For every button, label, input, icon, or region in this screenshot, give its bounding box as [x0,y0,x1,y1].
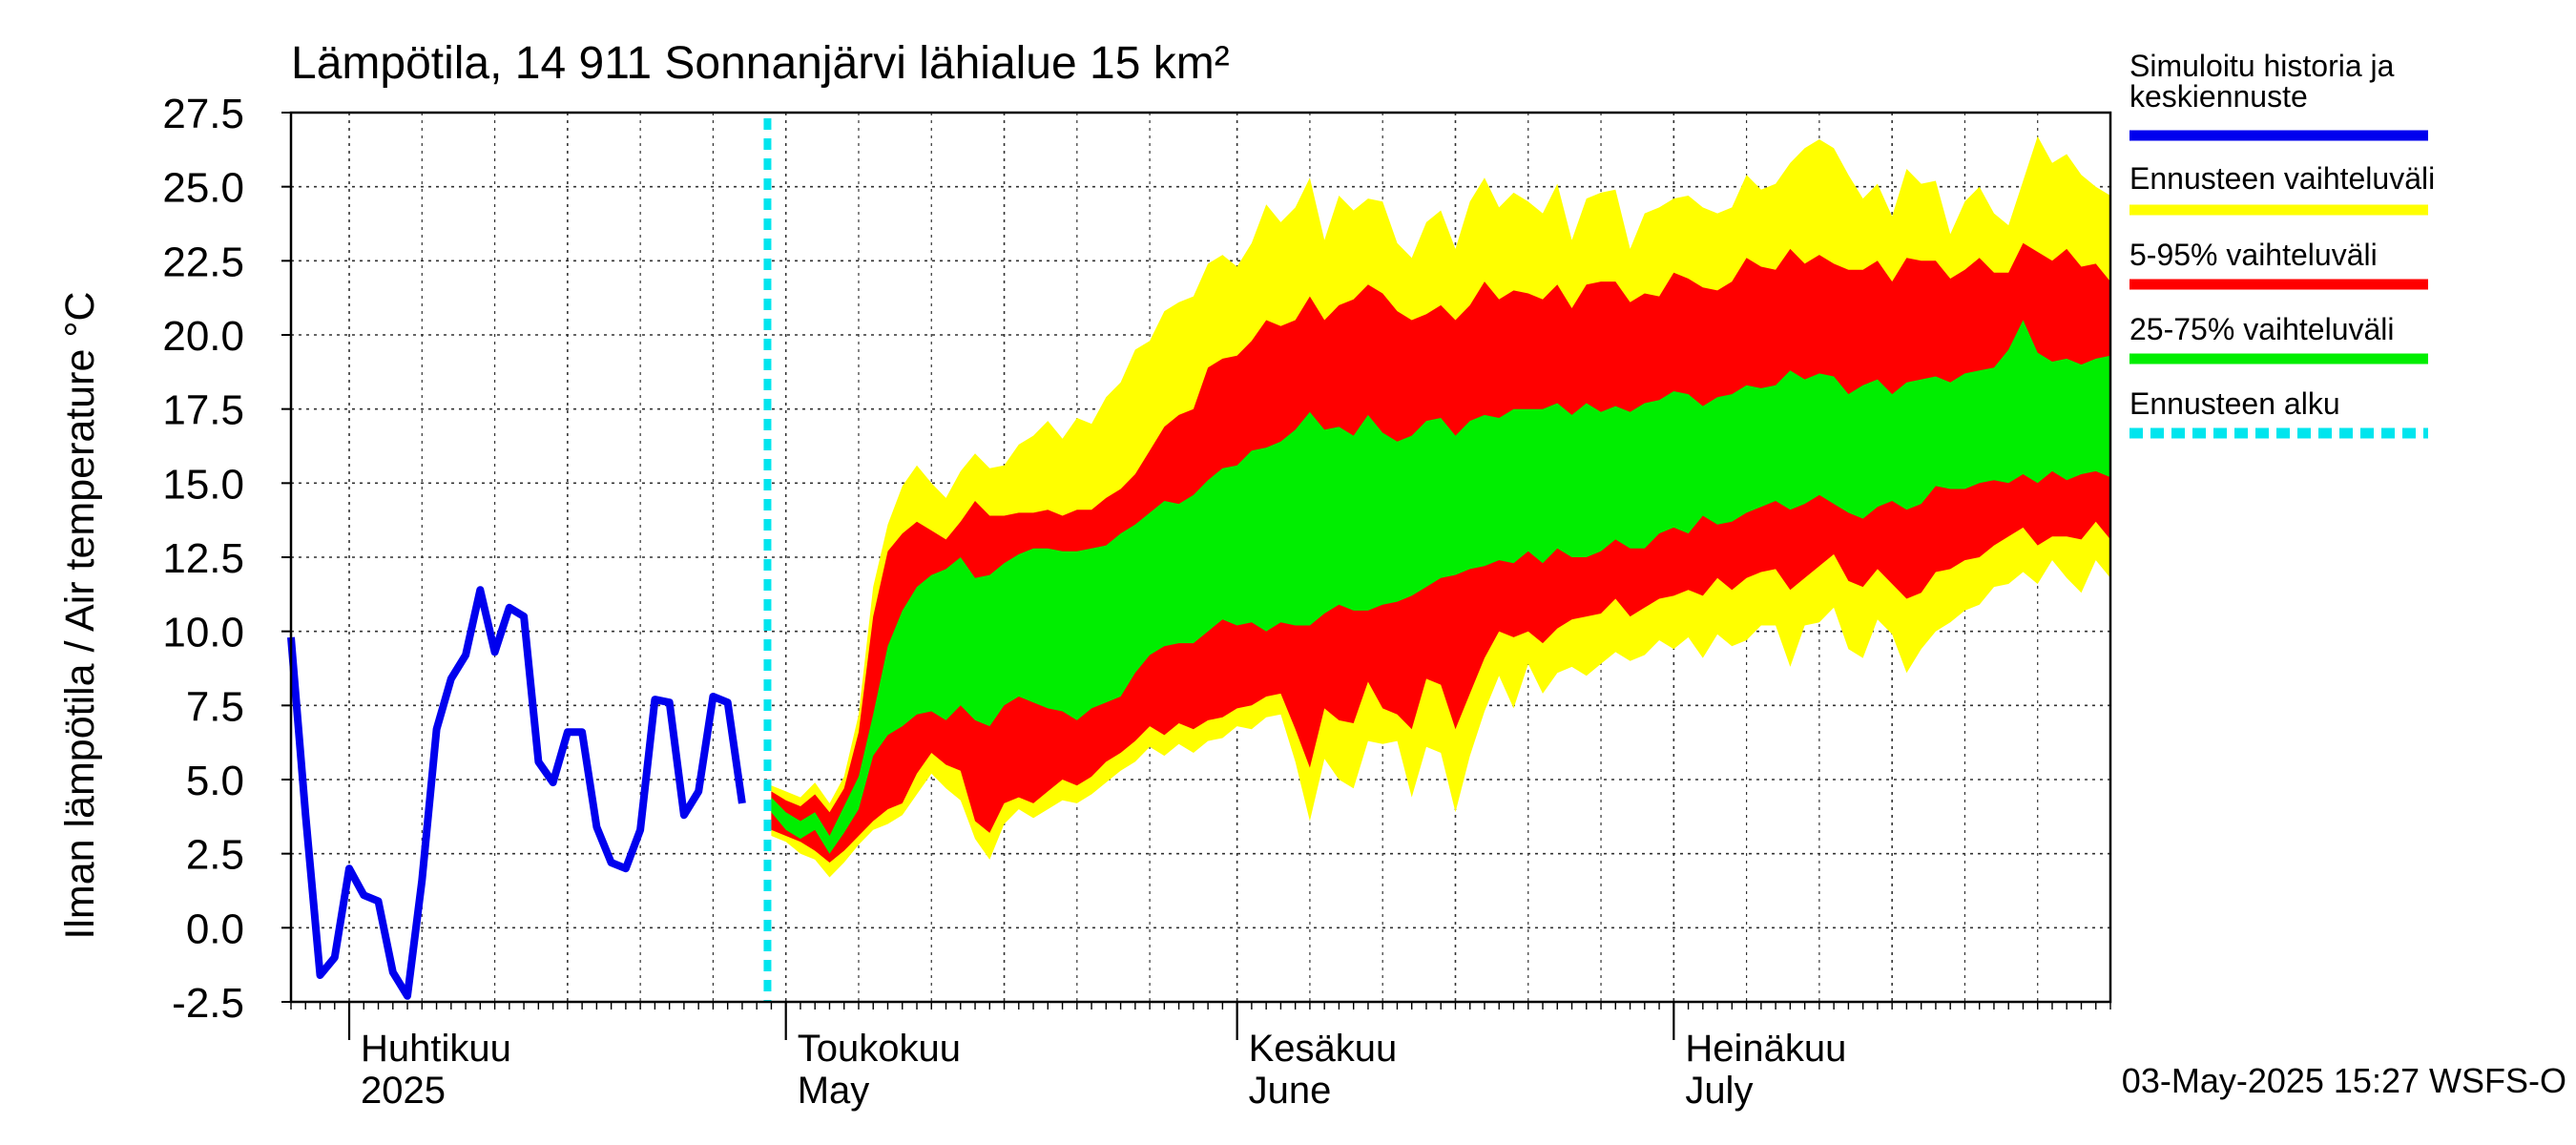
y-tick-label: 12.5 [162,535,244,582]
y-tick-labels: 27.5 25.0 22.5 20.0 17.5 15.0 12.5 10.0 7.5 5.0 2.… [162,91,244,1027]
y-tick-label: 10.0 [162,610,244,656]
plot-border [289,111,2112,1004]
y-tick-label: 27.5 [162,91,244,137]
y-tick-label: 20.0 [162,313,244,360]
month-label-en: June [1249,1070,1332,1112]
month-label-en: July [1685,1070,1753,1112]
month-label-fi: Huhtikuu [361,1028,511,1070]
timestamp: 03-May-2025 15:27 WSFS-O [2122,1061,2566,1100]
y-tick-label: -2.5 [172,980,244,1027]
y-tick-label: 22.5 [162,239,244,285]
y-tick-label: 7.5 [186,683,244,730]
y-tick-label: 5.0 [186,758,244,804]
plot-frame [281,111,2112,1040]
month-label-fi: Heinäkuu [1685,1028,1846,1070]
legend: Simuloitu historia ja keskiennuste Ennuste… [2129,49,2435,439]
series-mean-line [287,586,746,1000]
legend-label: Ennusteen vaihteluväli [2129,161,2435,196]
chart-title: Lämpötila, 14 911 Sonnanjärvi lähialue 1… [291,38,1230,89]
y-tick-label: 25.0 [162,165,244,212]
month-label-en: May [798,1070,870,1112]
series-lines [287,118,772,1002]
legend-label: 5-95% vaihteluväli [2129,238,2378,272]
band-25-75 [771,320,2110,854]
y-tick-label: 15.0 [162,461,244,508]
month-label-fi: Toukokuu [798,1028,961,1070]
month-label-en: 2025 [361,1070,446,1112]
legend-label: 25-75% vaihteluväli [2129,312,2395,346]
y-tick-label: 0.0 [186,906,244,952]
y-tick-label: 17.5 [162,387,244,434]
month-label-fi: Kesäkuu [1249,1028,1398,1070]
forecast-bands [771,135,2110,878]
legend-label: Simuloitu historia ja keskiennuste [2129,49,2395,114]
legend-label: Ennusteen alku [2129,386,2340,421]
y-axis-label: Ilman lämpötila / Air temperature °C [57,291,103,939]
y-tick-label: 2.5 [186,832,244,879]
